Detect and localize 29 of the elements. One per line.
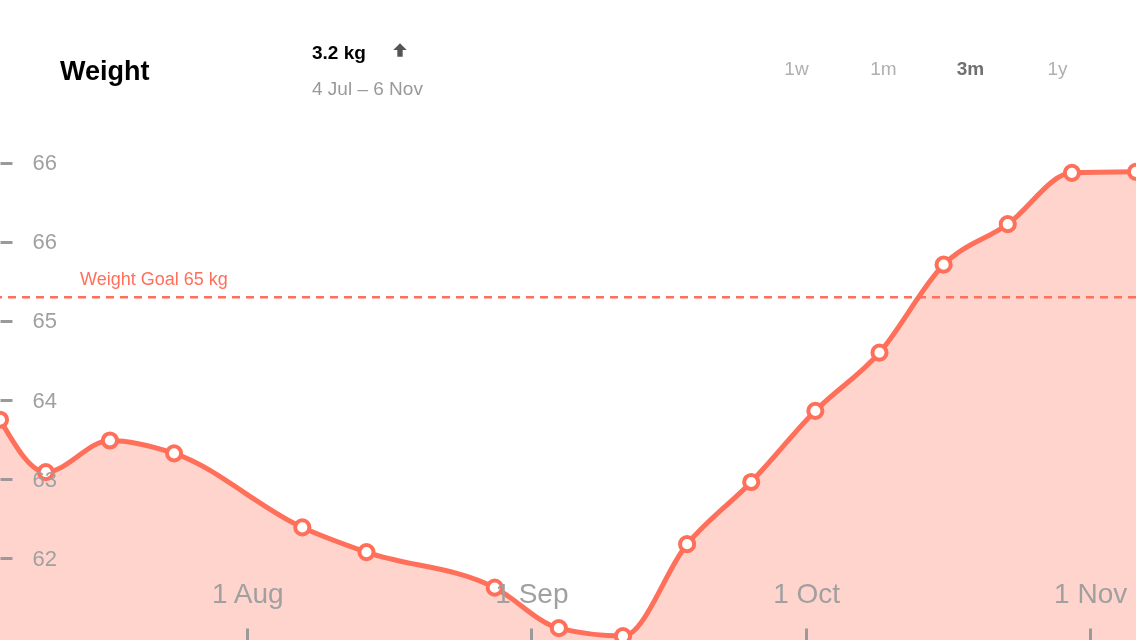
text: Weight: [60, 56, 150, 86]
y-tick-label: 64: [32, 387, 57, 413]
point: [164, 444, 184, 463]
point: [742, 472, 761, 492]
text: 3.2 kg: [312, 42, 366, 63]
point: [293, 518, 312, 537]
x-tick-label: 1 Sep: [495, 577, 569, 609]
y-tick-label: 66: [32, 150, 57, 176]
y-tick-label: 66: [32, 229, 57, 255]
annotation: 4 Jul – 6 Nov: [312, 78, 424, 99]
point: [870, 343, 889, 362]
y-tick-label: 65: [32, 308, 57, 334]
point: [100, 431, 120, 450]
point: [678, 535, 697, 554]
point: [934, 255, 953, 274]
annotation: 1w: [784, 58, 809, 79]
point: [357, 543, 376, 562]
point: [806, 401, 825, 420]
x-tick-label: 1 Aug: [212, 577, 284, 609]
x-tick-label: 1 Oct: [773, 577, 841, 609]
x-tick-label: 1 Nov: [1054, 577, 1128, 609]
y-tick-label: 62: [32, 545, 57, 571]
point: [549, 619, 568, 638]
annotation: 3m: [956, 58, 985, 79]
ref-line-label: Weight Goal 65 kg: [80, 269, 228, 290]
point: [1062, 163, 1081, 182]
annotation: 1m: [870, 58, 897, 79]
annotation: 1y: [1047, 58, 1069, 79]
point: [998, 215, 1017, 234]
